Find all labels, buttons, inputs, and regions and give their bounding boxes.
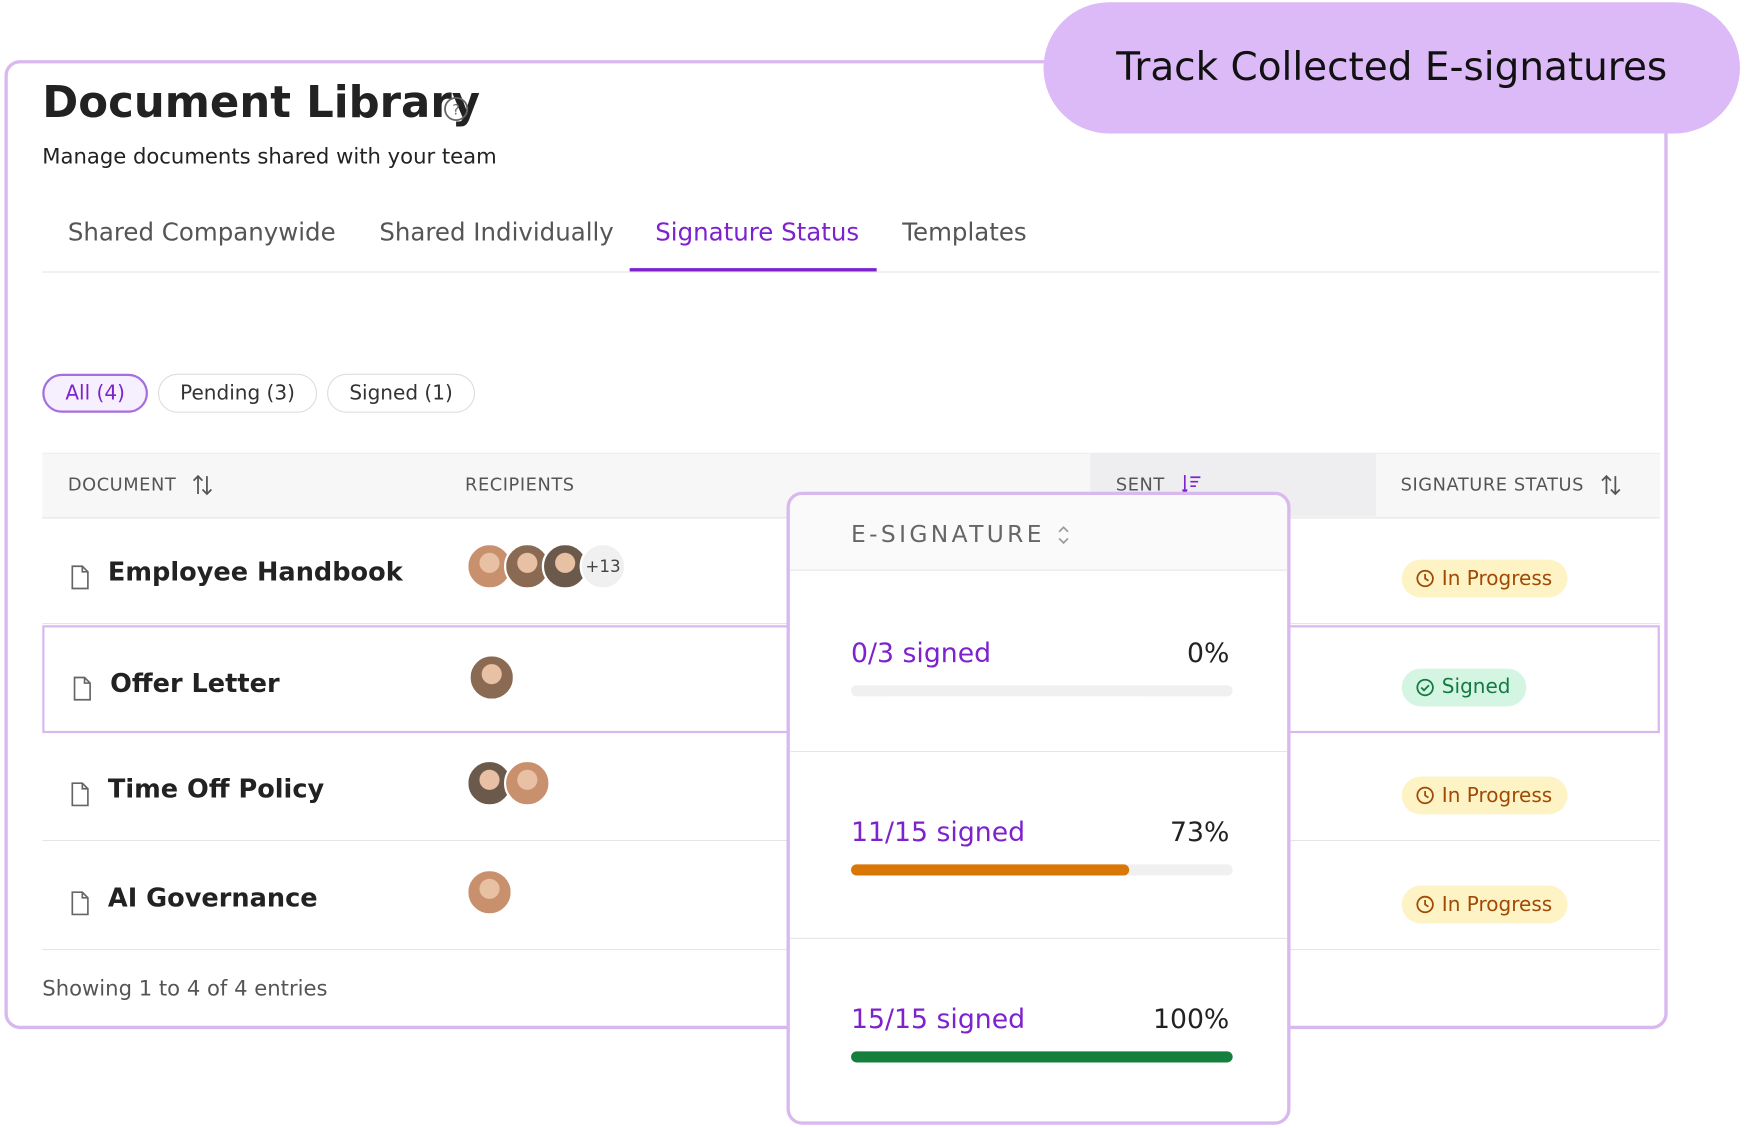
status-pill: In Progress — [1401, 559, 1568, 598]
filter[interactable]: All (4) — [42, 373, 148, 413]
document-name[interactable]: Time Off Policy — [107, 775, 325, 805]
progress-track — [851, 1051, 1233, 1063]
document-name[interactable]: Employee Handbook — [107, 558, 403, 588]
document-name[interactable]: Offer Letter — [110, 669, 280, 699]
status-text: In Progress — [1441, 892, 1553, 917]
doc-icon — [71, 891, 89, 916]
column-header: RECIPIENTS — [465, 473, 575, 496]
doc-icon — [71, 565, 89, 590]
tab-divider — [42, 271, 1660, 273]
tab[interactable]: Shared Individually — [379, 219, 614, 247]
tab-underline — [629, 268, 877, 272]
status-pill: Signed — [1401, 668, 1527, 707]
divider — [789, 937, 1288, 939]
signed-count: 15/15 signed — [851, 1003, 1026, 1035]
column-header[interactable]: DOCUMENT — [67, 473, 177, 496]
status-text: In Progress — [1441, 566, 1553, 591]
status-icon — [1416, 569, 1434, 588]
sort-icon[interactable] — [191, 474, 213, 496]
signed-count: 0/3 signed — [851, 637, 992, 669]
help-icon[interactable]: ? — [443, 96, 470, 123]
percent: 100% — [1152, 1003, 1230, 1035]
avatar — [468, 653, 516, 701]
filter[interactable]: Pending (3) — [157, 373, 318, 413]
footer: Showing 1 to 4 of 4 entries — [42, 976, 328, 1002]
progress-fill — [851, 864, 1130, 876]
percent: 0% — [1186, 637, 1230, 669]
status-text: In Progress — [1441, 784, 1553, 808]
tab[interactable]: Templates — [902, 219, 1027, 247]
sort-icon[interactable] — [1057, 525, 1070, 545]
status-pill: In Progress — [1401, 885, 1568, 924]
esignature-popup: E-SIGNATURE 0/3 signed 0% 11/15 signed 73% 1… — [786, 491, 1291, 1125]
status-icon — [1416, 787, 1434, 805]
document-name[interactable]: AI Governance — [107, 884, 318, 914]
percent: 73% — [1169, 816, 1230, 848]
status-pill: In Progress — [1401, 776, 1568, 815]
sort-icon[interactable] — [1600, 474, 1622, 496]
avatar — [466, 868, 513, 916]
column-header[interactable]: SENT — [1115, 473, 1165, 496]
popup-header[interactable]: E-SIGNATURE — [851, 520, 1045, 548]
title: Document Library — [42, 77, 481, 128]
status-text: Signed — [1441, 675, 1511, 699]
progress-track — [851, 864, 1233, 876]
more-recipients[interactable]: +13 — [579, 542, 627, 590]
subtitle: Manage documents shared with your team — [42, 144, 497, 170]
status-icon — [1416, 895, 1434, 914]
filter[interactable]: Signed (1) — [327, 373, 476, 413]
progress-track — [851, 685, 1233, 697]
doc-icon — [71, 782, 89, 807]
svg-text:?: ? — [452, 103, 460, 119]
doc-icon — [73, 676, 91, 701]
badge: Track Collected E-signatures — [1043, 2, 1740, 134]
avatar — [503, 760, 551, 807]
table-row[interactable]: Employee Handbook +13 — [42, 516, 1660, 625]
tab-active[interactable]: Signature Status — [655, 219, 860, 247]
popup-header-bg — [789, 495, 1288, 571]
signed-count: 11/15 signed — [851, 816, 1026, 848]
status-icon — [1416, 678, 1434, 696]
divider — [789, 750, 1288, 753]
progress-fill — [851, 1051, 1233, 1063]
table-row[interactable]: AI Governance — [42, 842, 1660, 951]
column-header[interactable]: SIGNATURE STATUS — [1400, 473, 1584, 496]
tab[interactable]: Shared Companywide — [67, 219, 336, 247]
